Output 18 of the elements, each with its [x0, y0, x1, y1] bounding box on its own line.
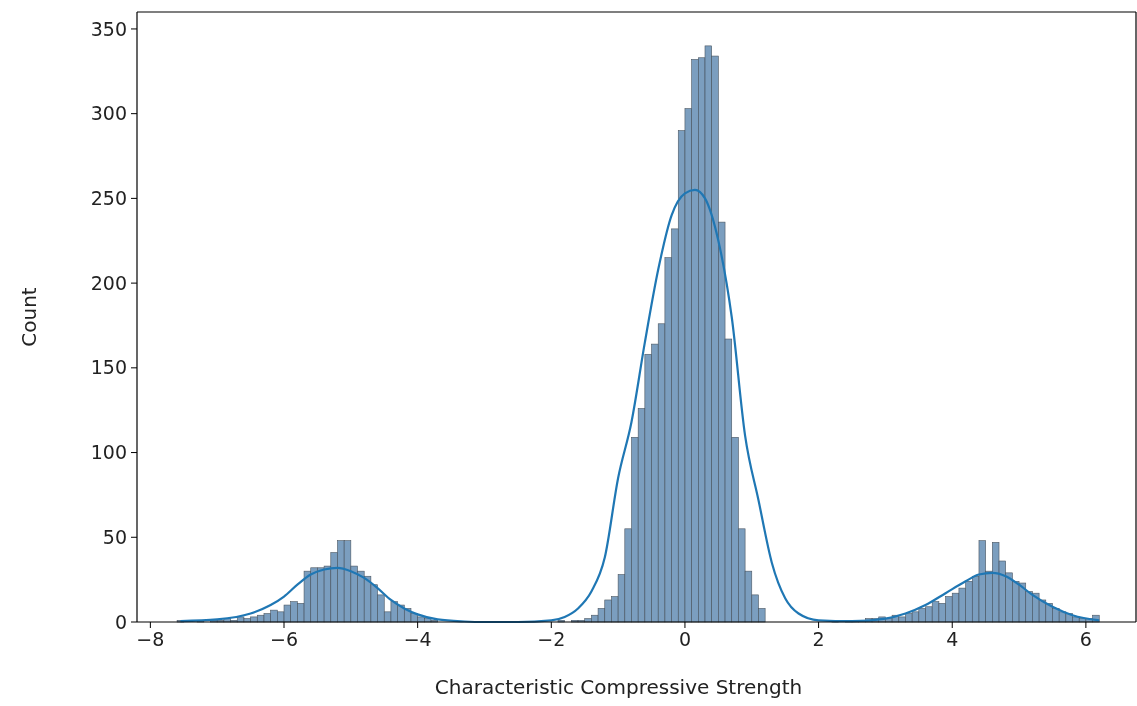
y-tick-label: 200 [90, 271, 127, 294]
y-tick-label: 100 [90, 441, 127, 464]
y-tick-label: 0 [114, 610, 127, 633]
y-tick-label: 350 [90, 17, 127, 40]
x-tick-label: 0 [678, 628, 691, 650]
x-axis-title: Characteristic Compressive Strength [434, 675, 803, 699]
y-tick-label: 150 [90, 356, 127, 379]
x-tick-label: −2 [537, 628, 566, 650]
x-tick-label: −8 [136, 628, 165, 650]
x-tick-label: −6 [270, 628, 299, 650]
y-axis-title: Count [17, 287, 41, 347]
y-tick-label: 50 [102, 525, 127, 548]
x-tick-label: 4 [946, 628, 959, 650]
y-tick-label: 250 [90, 187, 127, 210]
x-tick-label: 6 [1079, 628, 1092, 650]
x-tick-label: −4 [403, 628, 432, 650]
x-tick-label: 2 [812, 628, 825, 650]
y-tick-label: 300 [90, 102, 127, 125]
